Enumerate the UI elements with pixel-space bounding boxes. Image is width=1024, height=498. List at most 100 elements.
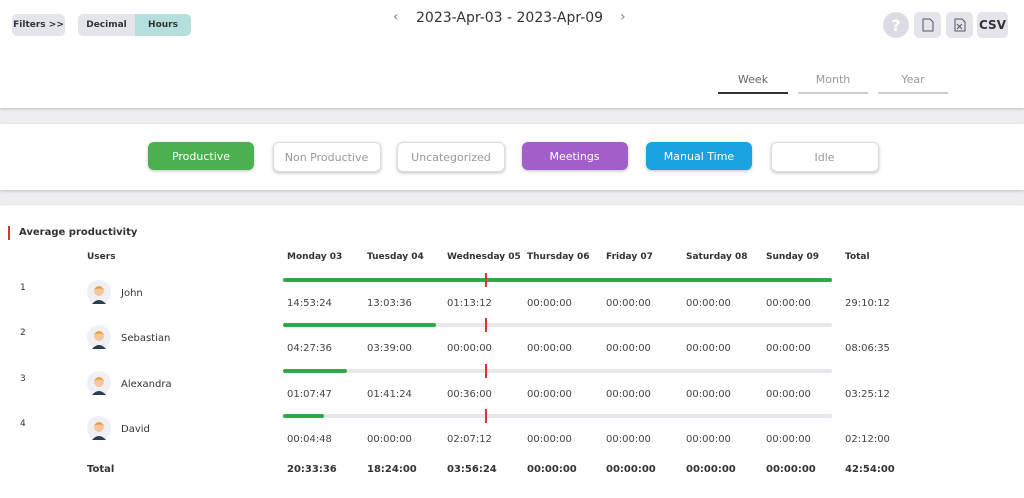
time-cell: 00:00:00	[606, 298, 651, 309]
decimal-toggle[interactable]: Decimal	[78, 14, 135, 36]
average-marker	[484, 363, 487, 378]
column-header: Total	[845, 252, 870, 262]
avatar-icon	[87, 370, 111, 395]
pdf-button[interactable]	[914, 12, 941, 38]
footer-time: 00:00:00	[606, 464, 656, 475]
time-cell: 00:00:00	[606, 343, 651, 355]
xls-button[interactable]	[946, 12, 973, 38]
footer-total: 42:54:00	[845, 464, 895, 475]
time-cell: 00:00:00	[686, 298, 731, 309]
column-header: Thursday 06	[527, 252, 590, 262]
user-name: John	[121, 288, 143, 299]
time-cell: 00:04:48	[287, 433, 332, 445]
footer-time: 20:33:36	[287, 464, 337, 475]
time-cell: 00:00:00	[686, 433, 731, 445]
avatar	[87, 370, 111, 395]
user-name: Sebastian	[121, 333, 171, 345]
time-cell: 00:00:00	[606, 433, 651, 445]
next-arrow[interactable]: ›	[620, 9, 626, 25]
productivity-bar	[283, 368, 348, 373]
column-header: Tuesday 04	[367, 252, 424, 262]
total-cell: 02:12:00	[845, 433, 890, 445]
time-cell: 00:00:00	[606, 388, 651, 400]
avatar-icon	[87, 325, 111, 350]
time-cell: 01:41:24	[367, 388, 412, 400]
productivity-bar	[283, 278, 832, 282]
footer-time: 00:00:00	[686, 464, 736, 475]
avatar	[87, 280, 111, 304]
footer-time: 18:24:00	[367, 464, 417, 475]
productivity-bar	[283, 323, 436, 328]
bar-track	[283, 413, 832, 418]
month-tab[interactable]: Month	[798, 73, 868, 94]
rank: 3	[20, 373, 26, 384]
table-title: Average productivity	[19, 227, 138, 238]
time-cell: 01:13:12	[447, 298, 492, 309]
footer-time: 03:56:24	[447, 464, 497, 475]
category-button[interactable]: Meetings	[521, 142, 628, 170]
hours-toggle[interactable]: Hours	[135, 14, 191, 36]
xls-icon	[954, 18, 965, 32]
csv-button[interactable]: CSV	[977, 12, 1008, 38]
rank: 4	[20, 418, 26, 429]
avatar	[87, 325, 111, 350]
time-cell: 00:00:00	[766, 388, 811, 400]
average-marker	[484, 273, 487, 287]
date-range: 2023-Apr-03 - 2023-Apr-09	[416, 10, 604, 26]
user-name: Alexandra	[121, 378, 172, 390]
category-button[interactable]: Idle	[770, 142, 879, 172]
total-cell: 29:10:12	[845, 298, 890, 309]
week-tab[interactable]: Week	[718, 73, 788, 94]
bar-track	[283, 323, 832, 328]
bar-track	[283, 368, 832, 373]
column-header: Sunday 09	[766, 252, 820, 262]
user-name: David	[121, 423, 150, 435]
time-cell: 00:00:00	[766, 433, 811, 445]
footer-time: 00:00:00	[766, 464, 816, 475]
time-cell: 00:00:00	[527, 388, 572, 400]
column-header: Users	[87, 252, 116, 262]
table-panel	[0, 205, 1024, 498]
total-cell: 03:25:12	[845, 388, 890, 400]
category-button[interactable]: Productive	[148, 142, 254, 170]
column-header: Wednesday 05	[447, 252, 521, 262]
pdf-icon	[922, 18, 933, 32]
avatar-icon	[87, 415, 111, 440]
time-cell: 00:00:00	[527, 298, 572, 309]
time-cell: 14:53:24	[287, 298, 332, 309]
time-cell: 00:00:00	[447, 343, 492, 355]
time-cell: 13:03:36	[367, 298, 412, 309]
time-cell: 01:07:47	[287, 388, 332, 400]
filters-button[interactable]: Filters >>	[12, 14, 65, 36]
time-cell: 00:36:00	[447, 388, 492, 400]
category-button[interactable]: Manual Time	[646, 142, 752, 170]
title-accent	[8, 226, 10, 240]
time-cell: 02:07:12	[447, 433, 492, 445]
time-cell: 00:00:00	[686, 343, 731, 355]
category-button[interactable]: Non Productive	[272, 142, 381, 172]
column-header: Friday 07	[606, 252, 653, 262]
time-cell: 04:27:36	[287, 343, 332, 355]
avatar-icon	[87, 280, 111, 304]
column-header: Saturday 08	[686, 252, 748, 262]
avatar	[87, 415, 111, 440]
footer-label: Total	[87, 464, 115, 475]
time-cell: 00:00:00	[766, 298, 811, 309]
productivity-bar	[283, 413, 325, 418]
category-button[interactable]: Uncategorized	[397, 142, 505, 172]
footer-time: 00:00:00	[527, 464, 577, 475]
help-button[interactable]: ?	[883, 12, 909, 38]
rank: 1	[20, 283, 26, 293]
average-marker	[484, 408, 487, 423]
prev-arrow[interactable]: ‹	[393, 9, 399, 25]
year-tab[interactable]: Year	[878, 73, 948, 94]
time-cell: 00:00:00	[367, 433, 412, 445]
total-cell: 08:06:35	[845, 343, 890, 355]
time-cell: 00:00:00	[527, 433, 572, 445]
time-cell: 03:39:00	[367, 343, 412, 355]
rank: 2	[20, 328, 26, 339]
time-cell: 00:00:00	[527, 343, 572, 355]
time-cell: 00:00:00	[766, 343, 811, 355]
time-cell: 00:00:00	[686, 388, 731, 400]
